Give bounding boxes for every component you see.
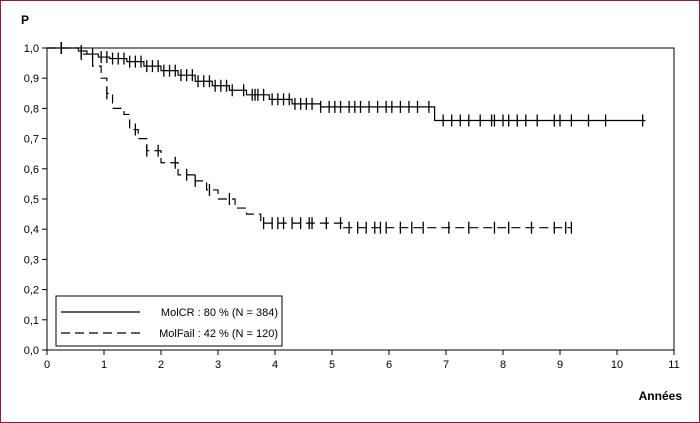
- legend: MolCR : 80 % (N = 384) MolFail : 42 % (N …: [55, 295, 283, 347]
- x-tick-label: 9: [557, 359, 563, 371]
- x-tick-label: 0: [44, 359, 50, 371]
- x-tick-label: 4: [272, 359, 278, 371]
- y-tick-label: 0,8: [24, 103, 39, 115]
- x-tick-label: 7: [443, 359, 449, 371]
- x-tick-label: 11: [668, 359, 679, 371]
- y-tick-label: 0,0: [24, 345, 39, 357]
- legend-label-molcr: MolCR : 80 % (N = 384): [161, 307, 278, 319]
- y-tick-label: 0,3: [24, 254, 39, 266]
- y-tick-label: 0,6: [24, 164, 39, 176]
- x-tick-label: 10: [611, 359, 623, 371]
- y-tick-label: 0,7: [24, 134, 39, 146]
- y-axis-title: P: [21, 13, 29, 27]
- y-tick-label: 0,1: [24, 315, 39, 327]
- x-tick-label: 3: [215, 359, 221, 371]
- legend-label-molfail: MolFail : 42 % (N = 120): [159, 328, 278, 340]
- x-tick-label: 2: [158, 359, 164, 371]
- x-tick-label: 5: [329, 359, 335, 371]
- x-tick-label: 1: [101, 359, 107, 371]
- y-tick-label: 0,9: [24, 73, 39, 85]
- x-tick-label: 6: [386, 359, 392, 371]
- series-line-molcr: [47, 47, 646, 122]
- y-tick-label: 0,4: [24, 224, 39, 236]
- x-axis-title: Années: [639, 389, 683, 403]
- x-tick-label: 8: [500, 359, 506, 371]
- y-tick-label: 1,0: [24, 43, 39, 55]
- y-tick-label: 0,2: [24, 285, 39, 297]
- legend-box: [55, 295, 283, 347]
- series-line-molfail: [47, 47, 572, 229]
- y-tick-label: 0,5: [24, 194, 39, 206]
